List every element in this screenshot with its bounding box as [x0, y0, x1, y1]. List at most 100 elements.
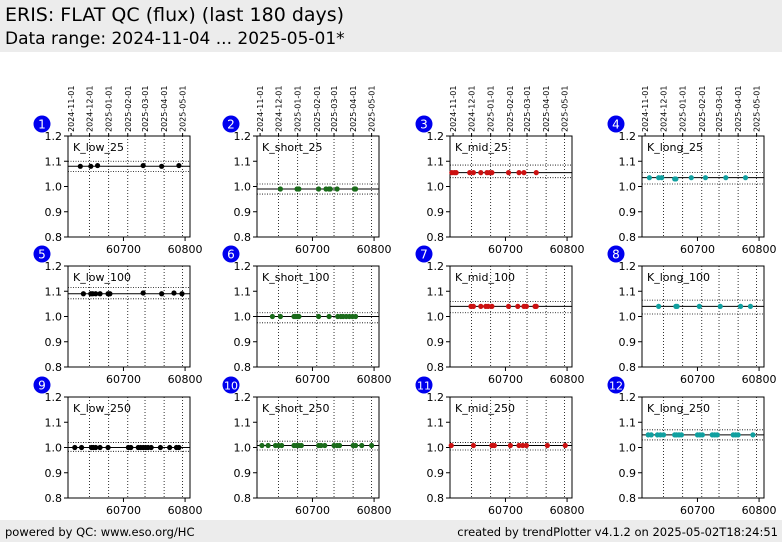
data-point — [659, 175, 665, 181]
data-point — [470, 303, 477, 309]
data-point — [259, 442, 265, 449]
panel-number: 4 — [612, 118, 620, 132]
panel-number: 5 — [38, 248, 46, 262]
y-tick-label: 1.0 — [234, 442, 252, 455]
y-tick-label: 0.8 — [45, 231, 63, 244]
panel-5: 0.8 0.9 1.0 1.1 1.2 60700 60800 K_low_100 5 — [33, 245, 203, 386]
data-point — [334, 186, 340, 192]
data-point — [128, 444, 134, 451]
panel-number-badge — [415, 115, 433, 133]
data-point — [523, 442, 530, 449]
panel-number: 3 — [420, 118, 428, 132]
panel-number-badge — [607, 376, 625, 394]
x-tick-label: 60700 — [488, 373, 523, 386]
y-tick-label: 1.1 — [234, 285, 252, 298]
panel-6: 0.8 0.9 1.0 1.1 1.2 60700 60800 K_short_100 6 — [222, 245, 392, 386]
y-tick-label: 1.2 — [234, 260, 252, 273]
data-point — [453, 170, 459, 176]
data-point — [516, 170, 522, 176]
y-tick-label: 1.2 — [427, 391, 445, 404]
panel-number-badge — [415, 376, 433, 394]
date-tick-label: 2025-04-01 — [349, 86, 358, 133]
y-tick-label: 0.8 — [234, 492, 252, 505]
data-point — [97, 291, 103, 297]
y-tick-label: 0.8 — [427, 231, 445, 244]
date-tick-label: 2025-02-01 — [506, 86, 515, 133]
y-tick-label: 1.2 — [427, 260, 445, 273]
y-tick-label: 1.1 — [234, 416, 252, 429]
panel-number: 2 — [227, 118, 235, 132]
date-tick-label: 2024-11-01 — [641, 86, 650, 133]
date-tick-label: 2024-12-01 — [275, 86, 284, 133]
panel-number: 7 — [420, 248, 428, 262]
y-tick-label: 0.9 — [619, 336, 637, 349]
data-point — [277, 313, 284, 320]
y-tick-label: 1.1 — [427, 155, 445, 168]
panel-number-badge — [33, 376, 51, 394]
y-tick-label: 1.0 — [619, 442, 637, 455]
data-point — [489, 303, 495, 309]
data-point — [742, 175, 749, 181]
data-point — [750, 432, 756, 438]
y-tick-label: 1.0 — [427, 311, 445, 324]
y-tick-label: 1.1 — [427, 416, 445, 429]
x-tick-label: 60800 — [550, 243, 585, 256]
x-tick-label: 60800 — [357, 373, 392, 386]
data-point — [516, 442, 522, 449]
y-tick-label: 0.8 — [45, 361, 63, 374]
data-point — [72, 444, 78, 451]
panel-number-badge — [222, 376, 240, 394]
x-tick-label: 60700 — [295, 373, 330, 386]
data-point — [318, 442, 324, 449]
date-tick-label: 2025-01-01 — [487, 86, 496, 133]
panel-number: 12 — [609, 380, 623, 393]
data-point — [107, 291, 113, 297]
y-tick-label: 1.0 — [45, 442, 63, 455]
data-point — [688, 175, 694, 181]
x-tick-label: 60800 — [550, 373, 585, 386]
data-point — [489, 170, 495, 176]
panel-number: 1 — [38, 118, 46, 132]
y-tick-label: 1.1 — [45, 285, 63, 298]
date-tick-label: 2024-12-01 — [660, 86, 669, 133]
y-tick-label: 1.2 — [234, 130, 252, 143]
y-tick-label: 0.9 — [45, 336, 63, 349]
date-tick-label: 2025-04-01 — [160, 86, 169, 133]
panel-2: 0.8 0.9 1.0 1.1 1.2 60700 60800 2024-11-01 2024-… — [222, 86, 392, 256]
data-point — [702, 175, 709, 181]
y-tick-label: 0.9 — [45, 467, 63, 480]
y-tick-label: 1.1 — [45, 416, 63, 429]
data-point — [93, 444, 99, 451]
data-point — [171, 290, 177, 296]
y-tick-label: 0.9 — [234, 467, 252, 480]
y-tick-label: 1.2 — [619, 130, 637, 143]
y-tick-label: 1.0 — [427, 181, 445, 194]
panel-8: 0.8 0.9 1.0 1.1 1.2 60700 60800 K_long_100 8 — [607, 245, 777, 386]
header-bar: ERIS: FLAT QC (flux) (last 180 days) Dat… — [0, 0, 782, 52]
data-point — [140, 290, 146, 296]
data-point — [717, 303, 723, 309]
data-point — [369, 442, 375, 449]
y-tick-label: 1.0 — [619, 311, 637, 324]
data-point — [485, 303, 491, 309]
data-point — [265, 442, 271, 449]
x-tick-label: 60700 — [680, 504, 715, 517]
panel-number-badge — [415, 245, 433, 263]
y-tick-label: 1.1 — [45, 155, 63, 168]
y-tick-label: 0.9 — [427, 336, 445, 349]
x-tick-label: 60700 — [295, 243, 330, 256]
panel-number: 10 — [224, 380, 238, 393]
y-tick-label: 0.9 — [234, 206, 252, 219]
date-tick-label: 2024-12-01 — [468, 86, 477, 133]
x-tick-label: 60700 — [295, 504, 330, 517]
y-tick-label: 0.9 — [234, 336, 252, 349]
y-tick-label: 1.2 — [619, 391, 637, 404]
data-point — [298, 442, 304, 449]
data-point — [326, 313, 332, 320]
x-tick-label: 60700 — [488, 243, 523, 256]
data-point — [505, 303, 512, 309]
data-point — [544, 442, 550, 449]
date-tick-label: 2025-03-01 — [715, 86, 724, 133]
data-point — [467, 170, 473, 176]
x-tick-label: 60800 — [550, 504, 585, 517]
